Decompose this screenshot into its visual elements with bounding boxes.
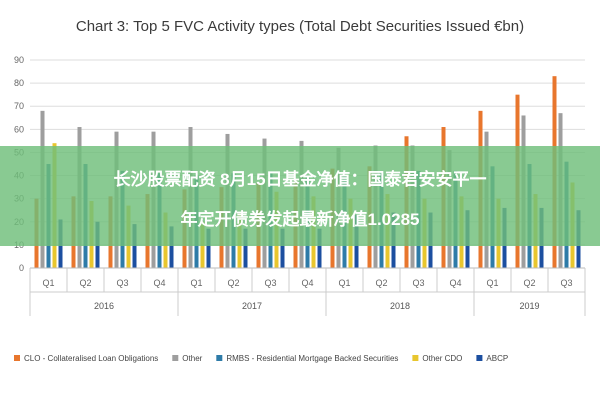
bar	[169, 226, 174, 268]
legend-swatch	[412, 355, 419, 361]
x-tick-label: Q3	[560, 278, 572, 288]
legend-swatch	[476, 355, 483, 361]
overlay-line-1: 长沙股票配资 8月15日基金净值：国泰君安安平一	[113, 169, 486, 189]
x-tick-label: Q4	[301, 278, 313, 288]
y-tick-label: 70	[14, 101, 24, 111]
bar	[243, 228, 248, 268]
bar	[206, 228, 211, 268]
y-tick-label: 0	[19, 263, 24, 273]
y-tick-label: 90	[14, 55, 24, 65]
legend-swatch	[14, 355, 20, 361]
legend-label: RMBS - Residential Mortgage Backed Secur…	[226, 354, 398, 363]
legend-label: ABCP	[486, 354, 508, 363]
x-tick-label: Q2	[79, 278, 91, 288]
legend-swatch	[172, 355, 179, 361]
x-tick-label: Q4	[153, 278, 165, 288]
chart-title: Chart 3: Top 5 FVC Activity types (Total…	[76, 18, 524, 35]
overlay-line-2: 年定开债券发起最新净值1.0285	[181, 209, 420, 229]
x-tick-label: Q1	[486, 278, 498, 288]
x-axis: Q1 Q2 Q3 Q4 Q1 Q2 Q3 Q4 Q1 Q2 Q3 Q4 Q1 Q2 Q3 2016 2017 20…	[29, 267, 586, 316]
legend-label: Other	[182, 354, 202, 363]
x-tick-label: Q4	[449, 278, 461, 288]
legend-label: Other CDO	[422, 354, 462, 363]
year-label: 2016	[94, 301, 114, 311]
x-tick-label: Q1	[190, 278, 202, 288]
bar	[317, 228, 322, 268]
y-tick-label: 80	[14, 78, 24, 88]
x-tick-label: Q2	[375, 278, 387, 288]
x-tick-label: Q3	[264, 278, 276, 288]
bar	[280, 228, 285, 268]
x-tick-label: Q1	[42, 278, 54, 288]
legend-label: CLO - Collateralised Loan Obligations	[24, 354, 158, 363]
year-label: 2017	[242, 301, 262, 311]
y-tick-label: 60	[14, 124, 24, 134]
bar	[132, 224, 137, 268]
x-tick-label: Q2	[523, 278, 535, 288]
legend-swatch	[216, 355, 223, 361]
x-tick-label: Q3	[116, 278, 128, 288]
legend: CLO - Collateralised Loan Obligations Oth…	[14, 354, 508, 363]
year-label: 2019	[519, 301, 539, 311]
x-tick-label: Q3	[412, 278, 424, 288]
year-label: 2018	[390, 301, 410, 311]
overlay-banner	[0, 146, 600, 246]
x-tick-label: Q1	[338, 278, 350, 288]
x-tick-label: Q2	[227, 278, 239, 288]
